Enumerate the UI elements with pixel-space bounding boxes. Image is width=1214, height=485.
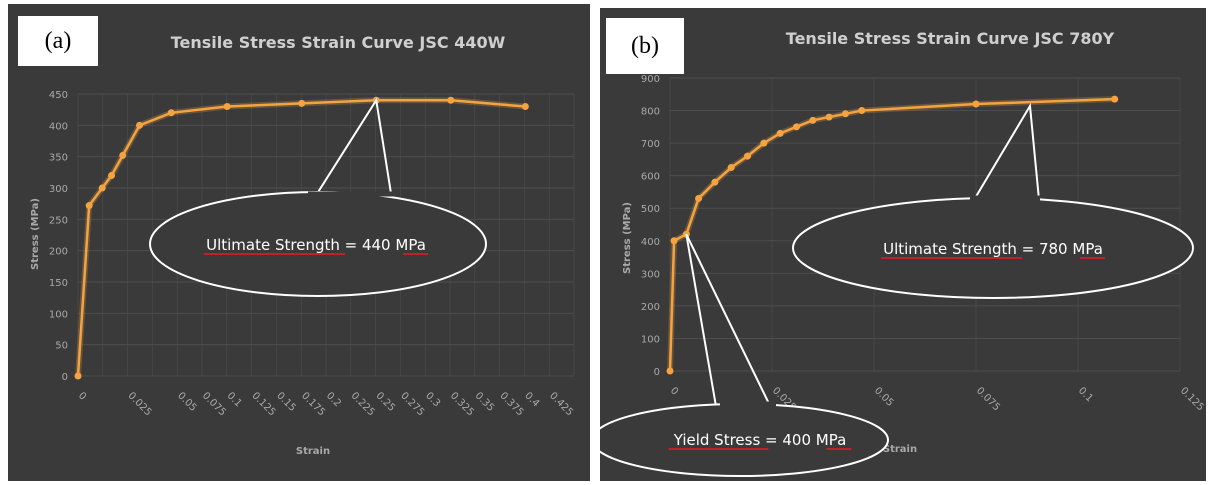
chart-a-xtick-12: 0.25 <box>373 390 397 414</box>
chart-b-annotation-yield-text: Yield Stress = 400 MPa <box>673 431 847 449</box>
chart-a-xtick-4: 0.05 <box>175 390 199 414</box>
chart-b-xlabel: Strain <box>883 444 917 455</box>
chart-a-ytick-1: 50 <box>55 341 68 352</box>
chart-a-annotation-part-2: MPa <box>395 236 426 254</box>
chart-b-ytick-5: 500 <box>641 204 660 215</box>
chart-a-xtick-10: 0.2 <box>324 390 343 409</box>
chart-b-point-14 <box>972 100 980 108</box>
chart-a-point-5 <box>136 121 144 129</box>
chart-b-xtick-5: 0.125 <box>1178 385 1206 413</box>
chart-b-point-10 <box>809 116 817 124</box>
chart-a-xtick-11: 0.225 <box>349 390 377 418</box>
chart-b-ytick-9: 900 <box>641 74 660 85</box>
panel-label-a: (a) <box>18 16 98 66</box>
chart-a-annotation-text: Ultimate Strength = 440 MPa <box>206 236 426 254</box>
chart-b-point-5 <box>727 164 735 172</box>
chart-b-ytick-4: 400 <box>641 237 660 248</box>
chart-b-ytick-1: 100 <box>641 334 660 345</box>
chart-a-ytick-5: 250 <box>49 215 68 226</box>
chart-b-annotation-ultimate-part-2: MPa <box>1072 240 1103 258</box>
chart-a-xtick-6: 0.1 <box>225 390 244 409</box>
chart-b-annotation-yield-part-0: Yield Stress <box>673 431 761 449</box>
chart-a-ytick-3: 150 <box>49 278 68 289</box>
chart-a-title: Tensile Stress Strain Curve JSC 440W <box>171 33 506 52</box>
chart-a-xtick-0: 0 <box>76 390 88 402</box>
chart-b-svg: Tensile Stress Strain Curve JSC 780Y 0 100… <box>600 29 1206 477</box>
chart-b-xtick-2: 0.05 <box>872 385 896 409</box>
chart-b-ytick-7: 700 <box>641 139 660 150</box>
chart-b-point-3 <box>695 194 703 202</box>
chart-a-ytick-2: 100 <box>49 309 68 320</box>
chart-a-ytick-0: 0 <box>62 372 68 383</box>
chart-a-xtick-18: 0.4 <box>522 390 541 409</box>
chart-b-point-1 <box>670 237 678 245</box>
chart-a-point-7 <box>223 103 231 111</box>
chart-b-point-4 <box>711 178 719 186</box>
chart-a-xtick-5: 0.075 <box>200 390 228 418</box>
chart-b-annotation-ultimate-part-1: = 780 <box>1017 240 1073 258</box>
chart-a-xtick-15: 0.325 <box>448 390 476 418</box>
chart-a-point-4 <box>119 151 127 159</box>
chart-a-point-2 <box>98 184 106 192</box>
chart-b-xtick-4: 0.1 <box>1076 385 1095 404</box>
chart-b-ytick-8: 800 <box>641 107 660 118</box>
chart-b-ytick-6: 600 <box>641 172 660 183</box>
chart-b-point-6 <box>744 152 752 160</box>
chart-b-callout-ultimate-pointer <box>966 102 1042 211</box>
chart-a-ylabel: Stress (MPa) <box>30 198 41 270</box>
chart-a-xtick-7: 0.125 <box>249 390 277 418</box>
chart-a-svg: Tensile Stress Strain Curve JSC 440W 0 50 1… <box>30 33 575 457</box>
chart-a-ytick-7: 350 <box>49 153 68 164</box>
chart-b-annotation-ultimate-part-0: Ultimate Strength <box>883 240 1017 258</box>
chart-a-xtick-17: 0.375 <box>497 390 525 418</box>
chart-b-xtick-3: 0.075 <box>974 385 1002 413</box>
chart-a-point-6 <box>167 109 175 117</box>
chart-b-point-12 <box>841 110 849 118</box>
chart-b-callout-yield-pointer <box>685 233 778 419</box>
chart-b-annotation-yield-part-1: = 400 <box>760 431 816 449</box>
chart-a-xlabel: Strain <box>296 446 330 457</box>
chart-a-xtick-19: 0.425 <box>547 390 575 418</box>
chart-b-ytick-0: 0 <box>654 367 660 378</box>
chart-panel-b: Tensile Stress Strain Curve JSC 780Y 0 100… <box>600 8 1206 481</box>
chart-a-point-11 <box>521 103 529 111</box>
chart-a-ytick-6: 300 <box>49 184 68 195</box>
chart-a-annotation-part-0: Ultimate Strength <box>206 236 340 254</box>
chart-b-series-line <box>668 97 1115 372</box>
chart-a-point-8 <box>298 99 306 107</box>
chart-a-series-line <box>76 99 526 377</box>
chart-a-point-1 <box>85 202 93 210</box>
chart-panel-a: Tensile Stress Strain Curve JSC 440W 0 50 1… <box>8 4 590 481</box>
chart-b-point-9 <box>792 123 800 131</box>
chart-b-annotation-ultimate-text: Ultimate Strength = 780 MPa <box>883 240 1103 258</box>
chart-b-title: Tensile Stress Strain Curve JSC 780Y <box>786 29 1115 48</box>
chart-a-xtick-16: 0.35 <box>473 390 497 414</box>
chart-b-point-7 <box>760 139 768 147</box>
chart-a-xtick-14: 0.3 <box>423 390 442 409</box>
chart-a-ytick-9: 450 <box>49 90 68 101</box>
chart-b-point-8 <box>776 129 784 137</box>
chart-a-annotation-part-1: = 440 <box>340 236 396 254</box>
chart-a-point-10 <box>447 96 455 104</box>
chart-a-point-0 <box>74 372 82 380</box>
chart-a-ytick-8: 400 <box>49 121 68 132</box>
chart-a-point-3 <box>108 171 116 179</box>
chart-a-xtick-8: 0.15 <box>274 390 298 414</box>
chart-b-point-13 <box>858 107 866 115</box>
chart-b-xtick-0: 0 <box>668 385 680 397</box>
chart-a-xtick-2: 0.025 <box>125 390 153 418</box>
chart-b-point-15 <box>1111 95 1119 103</box>
chart-b-point-11 <box>825 113 833 121</box>
panel-label-b: (b) <box>606 18 684 74</box>
chart-b-ytick-3: 300 <box>641 269 660 280</box>
chart-b-annotation-yield-part-2: MPa <box>816 431 847 449</box>
chart-b-ylabel: Stress (MPa) <box>622 202 633 274</box>
chart-b-point-0 <box>666 367 674 375</box>
chart-a-xtick-9: 0.175 <box>299 390 327 418</box>
chart-a-xtick-13: 0.275 <box>398 390 426 418</box>
chart-b-ytick-2: 200 <box>641 302 660 313</box>
chart-a-ytick-4: 200 <box>49 247 68 258</box>
